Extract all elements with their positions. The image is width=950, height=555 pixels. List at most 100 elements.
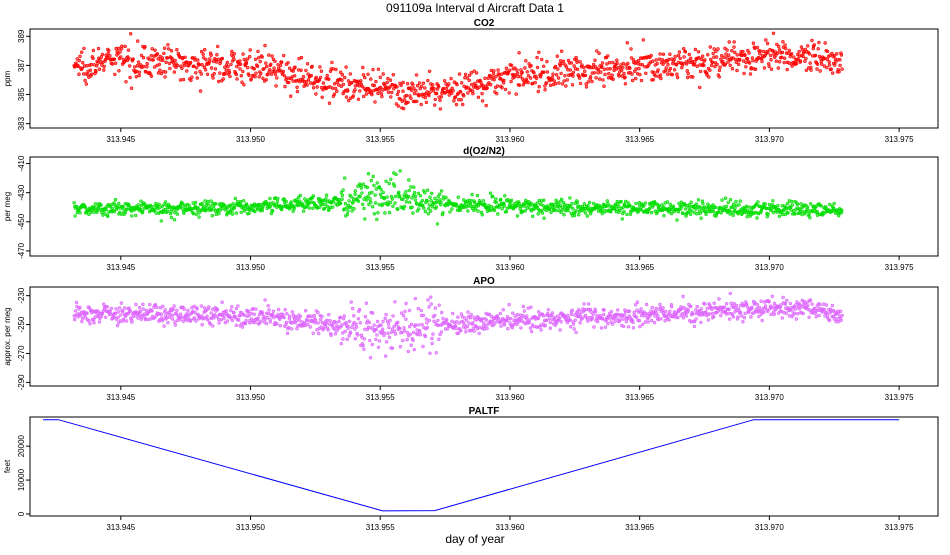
data-point xyxy=(124,319,129,323)
data-point xyxy=(838,57,842,62)
data-point xyxy=(522,309,527,313)
data-point xyxy=(358,194,362,199)
data-point xyxy=(717,75,721,79)
data-point xyxy=(433,196,437,201)
data-point xyxy=(222,313,226,318)
data-point xyxy=(370,311,375,315)
data-point xyxy=(561,59,566,63)
data-point xyxy=(261,76,265,81)
data-point xyxy=(408,86,413,90)
data-point xyxy=(515,214,520,218)
data-point xyxy=(433,306,437,310)
data-point xyxy=(304,79,308,84)
data-point xyxy=(138,207,143,212)
data-point xyxy=(696,198,701,202)
data-point xyxy=(152,65,157,69)
data-point xyxy=(684,62,689,66)
data-point xyxy=(479,80,483,85)
data-point xyxy=(402,106,406,111)
data-point xyxy=(641,38,645,42)
data-point xyxy=(642,203,646,208)
data-point xyxy=(644,71,648,76)
y-tick-label-paltf: 0 xyxy=(17,511,26,516)
data-point xyxy=(659,317,663,321)
data-point xyxy=(606,54,610,58)
data-point xyxy=(471,204,475,209)
data-point xyxy=(212,71,216,76)
x-tick-label-paltf: 313.950 xyxy=(236,523,265,532)
data-point xyxy=(347,319,352,323)
data-point xyxy=(839,53,844,57)
data-point xyxy=(685,69,689,73)
data-point xyxy=(327,101,332,105)
data-point xyxy=(726,311,731,316)
data-point xyxy=(192,64,196,69)
data-point xyxy=(317,331,321,336)
data-point xyxy=(815,62,820,67)
data-point xyxy=(379,323,383,327)
data-point xyxy=(193,204,197,208)
data-point xyxy=(351,94,355,98)
data-point xyxy=(825,57,830,61)
data-point xyxy=(230,212,235,216)
data-point xyxy=(650,305,654,310)
data-point xyxy=(810,38,814,43)
data-point xyxy=(357,308,362,312)
data-point xyxy=(149,74,154,79)
data-point xyxy=(481,199,485,203)
data-point xyxy=(362,206,366,211)
data-point xyxy=(600,64,604,69)
data-points-co2 xyxy=(72,31,844,111)
data-point xyxy=(527,321,531,325)
data-point xyxy=(601,207,605,211)
data-point xyxy=(413,198,417,202)
data-point xyxy=(330,86,335,90)
data-point xyxy=(832,317,837,321)
data-point xyxy=(449,76,453,81)
data-point xyxy=(253,57,258,61)
data-point xyxy=(123,44,127,49)
data-point xyxy=(365,198,369,202)
data-point xyxy=(682,305,686,310)
data-point xyxy=(664,66,668,70)
data-point xyxy=(113,72,117,77)
data-point xyxy=(391,204,395,209)
data-point xyxy=(271,312,275,317)
data-point xyxy=(537,50,541,54)
data-point xyxy=(489,314,493,318)
data-point xyxy=(329,333,333,337)
data-point xyxy=(251,306,255,311)
data-point xyxy=(438,107,443,111)
data-point xyxy=(379,92,384,96)
data-point xyxy=(405,331,410,335)
data-point xyxy=(349,195,353,199)
data-point xyxy=(706,52,710,57)
data-point xyxy=(555,54,559,58)
data-point xyxy=(595,320,600,324)
data-point xyxy=(727,307,731,311)
data-point xyxy=(188,60,193,65)
data-point xyxy=(401,197,405,201)
data-point xyxy=(327,312,331,317)
data-point xyxy=(293,74,297,78)
data-point xyxy=(238,62,243,67)
data-point xyxy=(517,201,521,206)
data-point xyxy=(143,317,148,322)
data-point xyxy=(552,79,556,83)
data-point xyxy=(341,188,345,192)
data-point xyxy=(386,76,390,81)
data-point xyxy=(247,73,251,78)
x-tick-label-apo: 313.970 xyxy=(755,393,784,402)
data-point xyxy=(79,50,84,54)
data-point xyxy=(163,70,168,74)
data-point xyxy=(496,316,501,321)
data-point xyxy=(291,79,295,83)
data-point xyxy=(171,307,176,311)
data-point xyxy=(795,300,799,304)
data-point xyxy=(777,214,782,219)
data-point xyxy=(396,89,401,94)
data-point xyxy=(275,322,279,326)
data-point xyxy=(736,315,740,319)
data-point xyxy=(730,48,734,53)
data-point xyxy=(514,92,518,96)
